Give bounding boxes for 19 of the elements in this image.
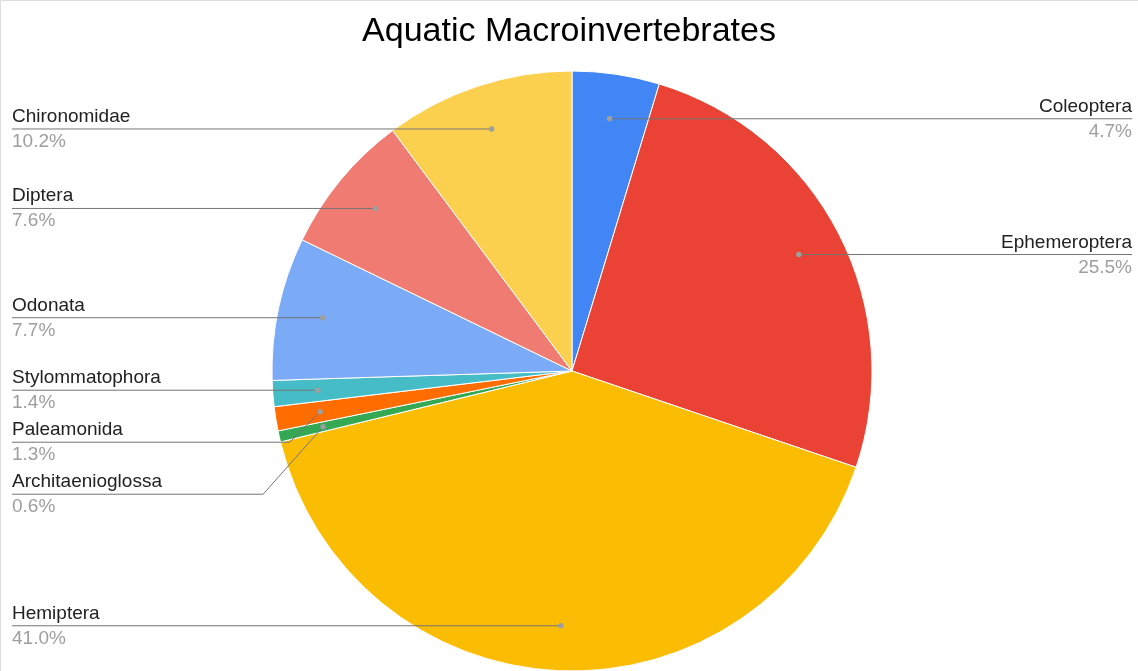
slice-label: Stylommatophora xyxy=(12,366,162,388)
data-label: 7.6% xyxy=(12,209,56,231)
data-label: 10.2% xyxy=(12,129,66,151)
slice-label: Chironomidae xyxy=(12,104,131,126)
slice-label: Paleamonida xyxy=(12,418,124,440)
data-label: 1.4% xyxy=(12,391,56,413)
slice-label: Hemiptera xyxy=(12,601,101,623)
slice-label: Odonata xyxy=(12,293,86,315)
chart-title: Aquatic Macroinvertebrates xyxy=(362,10,776,48)
slice-label: Coleoptera xyxy=(1039,94,1133,116)
data-label: 0.6% xyxy=(12,495,56,517)
data-label: 25.5% xyxy=(1078,255,1133,277)
data-label: 4.7% xyxy=(1088,119,1133,141)
slice-label: Architaenioglossa xyxy=(12,470,163,492)
data-label: 1.3% xyxy=(12,443,56,465)
slice-label: Ephemeroptera xyxy=(1001,230,1133,252)
data-label: 7.7% xyxy=(12,318,56,340)
slice-label: Diptera xyxy=(12,184,74,206)
data-label: 41.0% xyxy=(12,626,66,648)
